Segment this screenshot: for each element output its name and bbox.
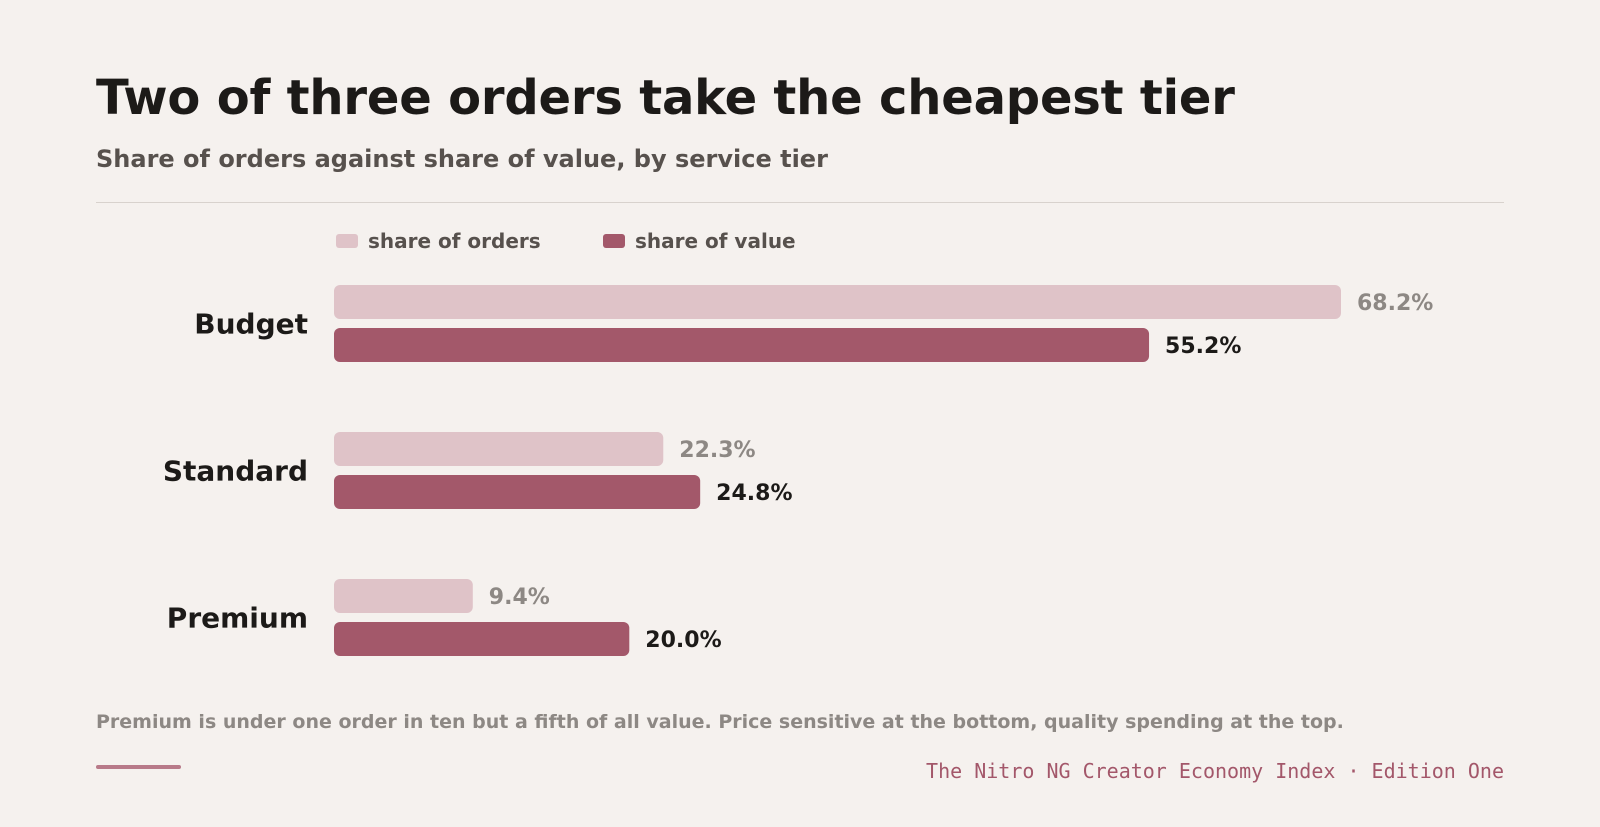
- bar-budget-value: [334, 328, 1150, 362]
- bar-premium-value: [334, 622, 630, 656]
- bar-standard-orders: [334, 432, 664, 466]
- value-label-standard-orders: 22.3%: [679, 438, 755, 463]
- value-label-premium-orders: 9.4%: [489, 585, 550, 610]
- footer-accent-line: [96, 765, 181, 769]
- category-label-budget: Budget: [194, 308, 308, 341]
- chart-subtitle: Share of orders against share of value, …: [96, 145, 828, 173]
- chart-title: Two of three orders take the cheapest ti…: [96, 70, 1235, 126]
- header-divider: [96, 202, 1504, 203]
- legend-label-value: share of value: [635, 229, 796, 253]
- chart-note: Premium is under one order in ten but a …: [96, 711, 1344, 733]
- value-label-budget-value: 55.2%: [1165, 334, 1241, 359]
- legend-swatch-orders: [336, 234, 358, 248]
- value-label-standard-value: 24.8%: [716, 481, 792, 506]
- source-credit: The Nitro NG Creator Economy Index · Edi…: [926, 759, 1504, 783]
- bar-standard-value: [334, 475, 701, 509]
- bar-premium-orders: [334, 579, 473, 613]
- category-label-standard: Standard: [163, 455, 308, 488]
- value-label-premium-value: 20.0%: [645, 628, 721, 653]
- legend-swatch-value: [603, 234, 625, 248]
- legend-label-orders: share of orders: [368, 229, 541, 253]
- bar-budget-orders: [334, 285, 1341, 319]
- category-label-premium: Premium: [167, 602, 308, 635]
- value-label-budget-orders: 68.2%: [1357, 291, 1433, 316]
